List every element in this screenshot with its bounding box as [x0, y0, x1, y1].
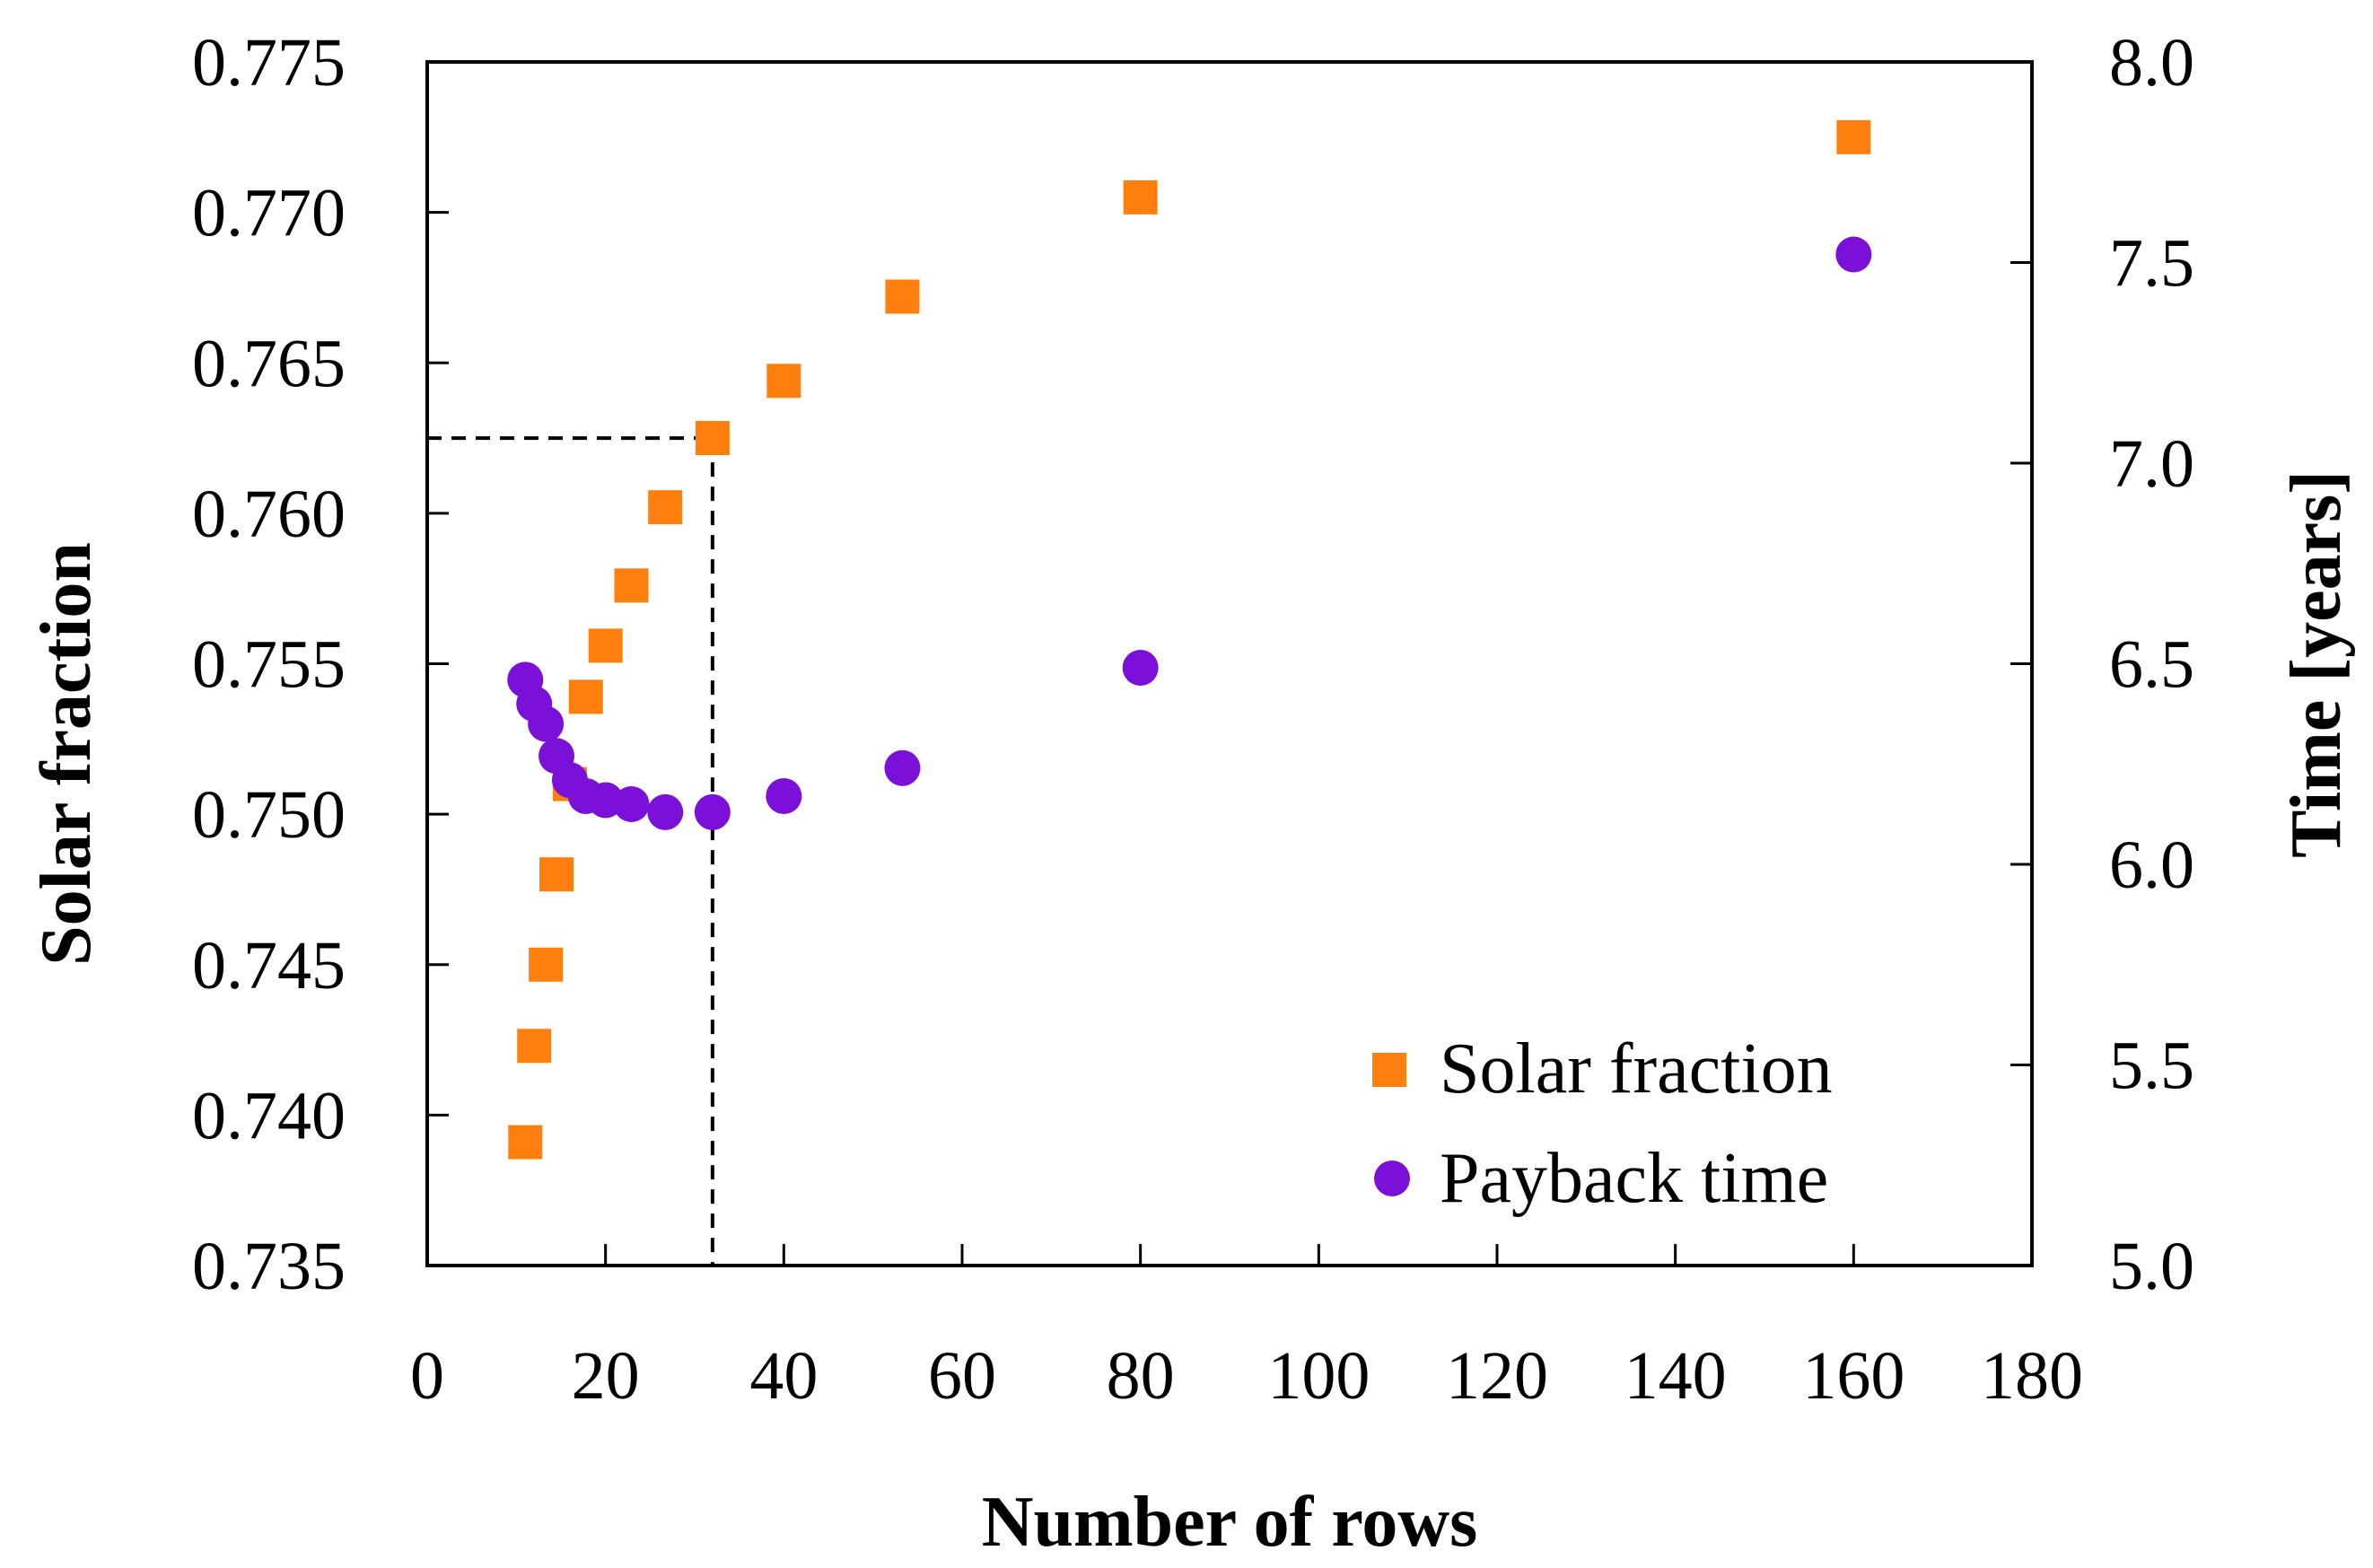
left-y-tick-label: 0.750 [192, 777, 346, 853]
payback-time-point [613, 785, 650, 822]
x-tick-label: 40 [749, 1338, 818, 1414]
plot-area [425, 60, 2034, 1267]
solar-fraction-point [539, 857, 574, 892]
solar-fraction-point [588, 628, 623, 663]
payback-time-point [1835, 236, 1872, 273]
left-y-tick-label: 0.755 [192, 627, 346, 703]
left-y-axis: 0.735 0.740 0.745 0.750 0.755 0.760 0.765 0.770… [192, 25, 449, 1304]
legend-payback-time-marker [1374, 1161, 1410, 1196]
right-y-tick-label: 7.5 [2109, 226, 2194, 302]
solar-fraction-point [508, 1125, 543, 1160]
legend-payback-time-label: Payback time [1440, 1139, 1828, 1218]
legend: Solar fraction Payback time [1372, 1029, 1833, 1218]
payback-time-point [694, 793, 731, 830]
left-y-tick-label: 0.745 [192, 928, 346, 1003]
x-tick-label: 80 [1107, 1338, 1175, 1414]
solar-fraction-point [517, 1029, 552, 1064]
left-y-tick-label: 0.735 [192, 1229, 346, 1304]
x-axis: 0 20 40 60 80 100 120 140 160 180 [410, 1244, 2083, 1414]
left-y-tick-label: 0.775 [192, 25, 346, 101]
solar-fraction-point [614, 568, 649, 603]
solar-fraction-point [529, 947, 564, 982]
payback-time-point [884, 749, 921, 786]
x-tick-label: 100 [1267, 1338, 1370, 1414]
left-y-tick-label: 0.760 [192, 477, 346, 552]
payback-time-point [647, 793, 684, 830]
solar-fraction-point [568, 679, 603, 714]
solar-fraction-point [1836, 119, 1871, 154]
reference-lines [427, 436, 714, 1266]
x-tick-label: 0 [410, 1338, 444, 1414]
x-tick-label: 140 [1624, 1338, 1727, 1414]
right-y-axis-title: Time [years] [2277, 470, 2356, 858]
payback-time-point [1122, 649, 1159, 686]
legend-solar-fraction-label: Solar fraction [1440, 1029, 1833, 1108]
left-y-tick-label: 0.770 [192, 176, 346, 251]
x-tick-label: 60 [928, 1338, 996, 1414]
right-y-tick-label: 5.0 [2109, 1229, 2194, 1304]
right-y-tick-label: 8.0 [2109, 25, 2194, 101]
solar-fraction-point [695, 421, 730, 456]
solar-fraction-point [766, 364, 801, 399]
x-axis-title: Number of rows [982, 1483, 1478, 1562]
x-tick-label: 20 [572, 1338, 640, 1414]
data-markers [507, 119, 1872, 1160]
legend-solar-fraction-marker [1372, 1053, 1406, 1087]
left-y-axis-title: Solar fraction [27, 542, 106, 966]
solar-fraction-point [648, 490, 683, 525]
right-y-axis: 5.0 5.5 6.0 6.5 7.0 7.5 8.0 [2010, 25, 2194, 1304]
payback-time-point [528, 705, 565, 742]
solar-fraction-point [885, 279, 920, 314]
x-tick-label: 160 [1802, 1338, 1905, 1414]
right-y-tick-label: 7.0 [2109, 426, 2194, 502]
right-y-tick-label: 6.0 [2109, 828, 2194, 903]
x-tick-label: 120 [1446, 1338, 1548, 1414]
left-y-tick-label: 0.765 [192, 326, 346, 401]
payback-time-point [766, 778, 802, 815]
x-tick-label: 180 [1981, 1338, 2083, 1414]
left-y-tick-label: 0.740 [192, 1078, 346, 1153]
right-y-tick-label: 6.5 [2109, 627, 2194, 703]
solar-fraction-point [1123, 180, 1158, 215]
right-y-tick-label: 5.5 [2109, 1029, 2194, 1104]
